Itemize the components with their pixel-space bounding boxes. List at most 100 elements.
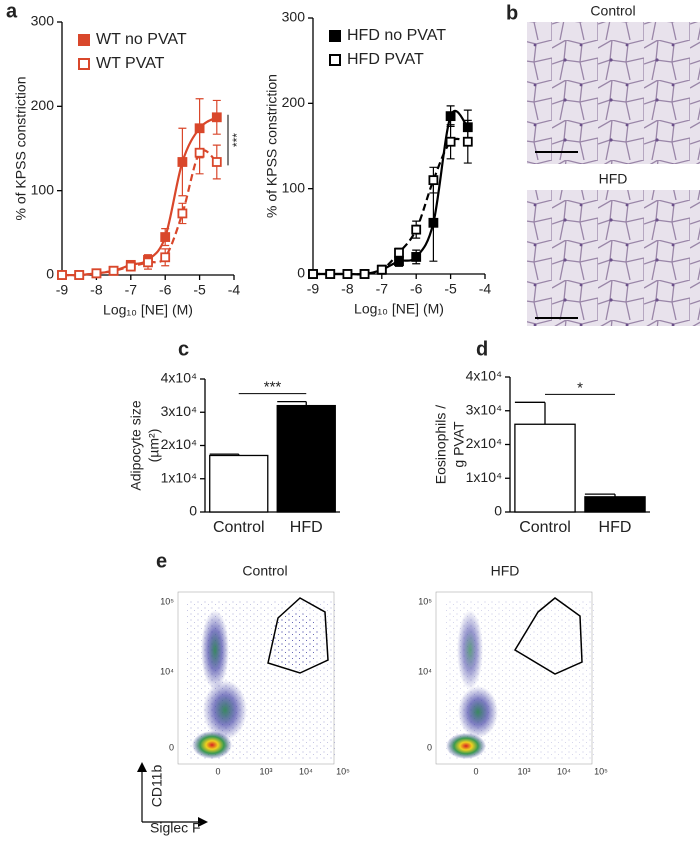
chart: 0 1x10⁴ 2x10⁴ 3x10⁴ 4x10⁴ Control HFD Eosinophi… bbox=[433, 368, 650, 536]
fit-line bbox=[312, 109, 469, 276]
y-axis-label: Adipocyte size bbox=[128, 400, 144, 490]
significance-label: *** bbox=[264, 379, 282, 396]
y-tick-label: 100 bbox=[31, 181, 55, 197]
x-tick-label: Control bbox=[519, 519, 571, 536]
y-tick-label: 300 bbox=[31, 13, 55, 29]
axis-label: Siglec F bbox=[150, 820, 201, 836]
legend-label: WT PVAT bbox=[96, 55, 165, 72]
image-title: HFD bbox=[599, 171, 628, 187]
y-tick-label: 0 bbox=[189, 503, 197, 519]
x-tick-label: -7 bbox=[125, 282, 138, 298]
significance-label: * bbox=[577, 379, 583, 396]
x-axis-label: Log₁₀ [NE] (M) bbox=[354, 301, 444, 317]
data-point bbox=[143, 257, 153, 268]
flow-plot: Control bbox=[177, 563, 336, 765]
fit-line bbox=[312, 137, 469, 276]
x-tick-label: 10⁴ bbox=[299, 766, 313, 776]
bar bbox=[584, 496, 646, 513]
x-tick-label: -7 bbox=[376, 281, 389, 297]
x-tick-label: 0 bbox=[473, 766, 478, 776]
x-tick-label: 10³ bbox=[259, 766, 272, 776]
x-tick-label: -6 bbox=[410, 281, 423, 297]
x-tick-label: HFD bbox=[290, 519, 323, 536]
data-point bbox=[428, 175, 439, 186]
y-tick-label: 0 bbox=[494, 503, 502, 519]
data-point bbox=[462, 136, 473, 147]
y-tick-label: 1x10⁴ bbox=[161, 469, 197, 485]
plot-title: Control bbox=[242, 563, 287, 579]
x-tick-label: -5 bbox=[444, 281, 457, 297]
x-tick-label: -9 bbox=[307, 281, 320, 297]
flow-plot: HFD bbox=[435, 563, 594, 765]
x-tick-label: -8 bbox=[341, 281, 354, 297]
y-tick-label: 3x10⁴ bbox=[161, 403, 197, 419]
legend-label: HFD no PVAT bbox=[347, 27, 446, 44]
data-point bbox=[91, 268, 102, 279]
x-tick-label: -4 bbox=[228, 282, 241, 298]
y-axis-label: g PVAT bbox=[451, 421, 467, 468]
x-tick-label: -4 bbox=[479, 281, 492, 297]
y-tick-label: 10⁴ bbox=[160, 666, 174, 676]
y-axis-label: % of KPSS constriction bbox=[264, 74, 280, 218]
data-point bbox=[376, 264, 387, 275]
data-point bbox=[411, 224, 422, 235]
legend-label: HFD PVAT bbox=[347, 51, 424, 68]
y-tick-label: 4x10⁴ bbox=[466, 368, 502, 384]
plot-title: HFD bbox=[491, 563, 520, 579]
panel-label: e bbox=[156, 550, 167, 572]
x-axis-label: Log₁₀ [NE] (M) bbox=[103, 302, 193, 318]
y-tick-label: 200 bbox=[282, 94, 306, 110]
histology-image bbox=[527, 190, 700, 326]
panel-label: a bbox=[6, 0, 18, 22]
data-point bbox=[445, 136, 456, 147]
y-tick-label: 2x10⁴ bbox=[466, 435, 502, 451]
data-point bbox=[125, 261, 136, 272]
y-tick-label: 1x10⁴ bbox=[466, 469, 502, 485]
legend-marker bbox=[329, 30, 341, 42]
image-title: Control bbox=[590, 3, 635, 19]
panel-label: b bbox=[506, 2, 518, 24]
data-point bbox=[428, 217, 439, 228]
y-tick-label: 0 bbox=[46, 266, 54, 282]
data-point bbox=[160, 252, 171, 263]
data-point bbox=[411, 252, 422, 262]
histology-image bbox=[527, 22, 700, 164]
chart: 0 1x10⁴ 2x10⁴ 3x10⁴ 4x10⁴ Control HFD Adipocyte… bbox=[128, 370, 340, 536]
data-point bbox=[108, 265, 119, 276]
panel-label: c bbox=[178, 338, 189, 360]
panel-label: d bbox=[476, 338, 488, 360]
x-tick-label: Control bbox=[213, 519, 265, 536]
data-point bbox=[211, 112, 222, 123]
x-tick-label: HFD bbox=[599, 519, 632, 536]
y-tick-label: 4x10⁴ bbox=[161, 370, 197, 386]
legend-marker bbox=[329, 54, 341, 66]
chart: 0 100 200 300 -9 -8 -7 -6 -5 -4 Log₁₀ [NE] (M) % of… bbox=[13, 13, 244, 318]
x-tick-label: 10³ bbox=[517, 766, 530, 776]
bar bbox=[514, 423, 576, 513]
x-tick-label: -6 bbox=[159, 282, 172, 298]
data-point bbox=[57, 270, 67, 280]
error-bar bbox=[277, 400, 307, 406]
data-point bbox=[394, 247, 404, 258]
bar bbox=[276, 404, 336, 513]
data-point bbox=[445, 111, 456, 122]
bar bbox=[209, 454, 269, 513]
legend-label: WT no PVAT bbox=[96, 31, 187, 48]
data-point bbox=[74, 270, 85, 280]
fit-line bbox=[61, 116, 218, 277]
data-point bbox=[160, 232, 171, 242]
x-tick-label: 0 bbox=[215, 766, 220, 776]
y-tick-label: 200 bbox=[31, 97, 55, 113]
y-tick-label: 2x10⁴ bbox=[161, 436, 197, 452]
y-axis-label: % of KPSS constriction bbox=[13, 77, 29, 221]
y-tick-label: 0 bbox=[427, 742, 432, 752]
data-point bbox=[177, 157, 188, 167]
y-tick-label: 300 bbox=[282, 9, 306, 25]
y-tick-label: 10⁵ bbox=[418, 596, 432, 606]
y-tick-label: 10⁴ bbox=[418, 666, 432, 676]
data-point bbox=[308, 269, 318, 279]
x-tick-label: -5 bbox=[193, 282, 206, 298]
data-point bbox=[394, 256, 404, 267]
flow-axes: CD11b Siglec F bbox=[137, 762, 208, 836]
